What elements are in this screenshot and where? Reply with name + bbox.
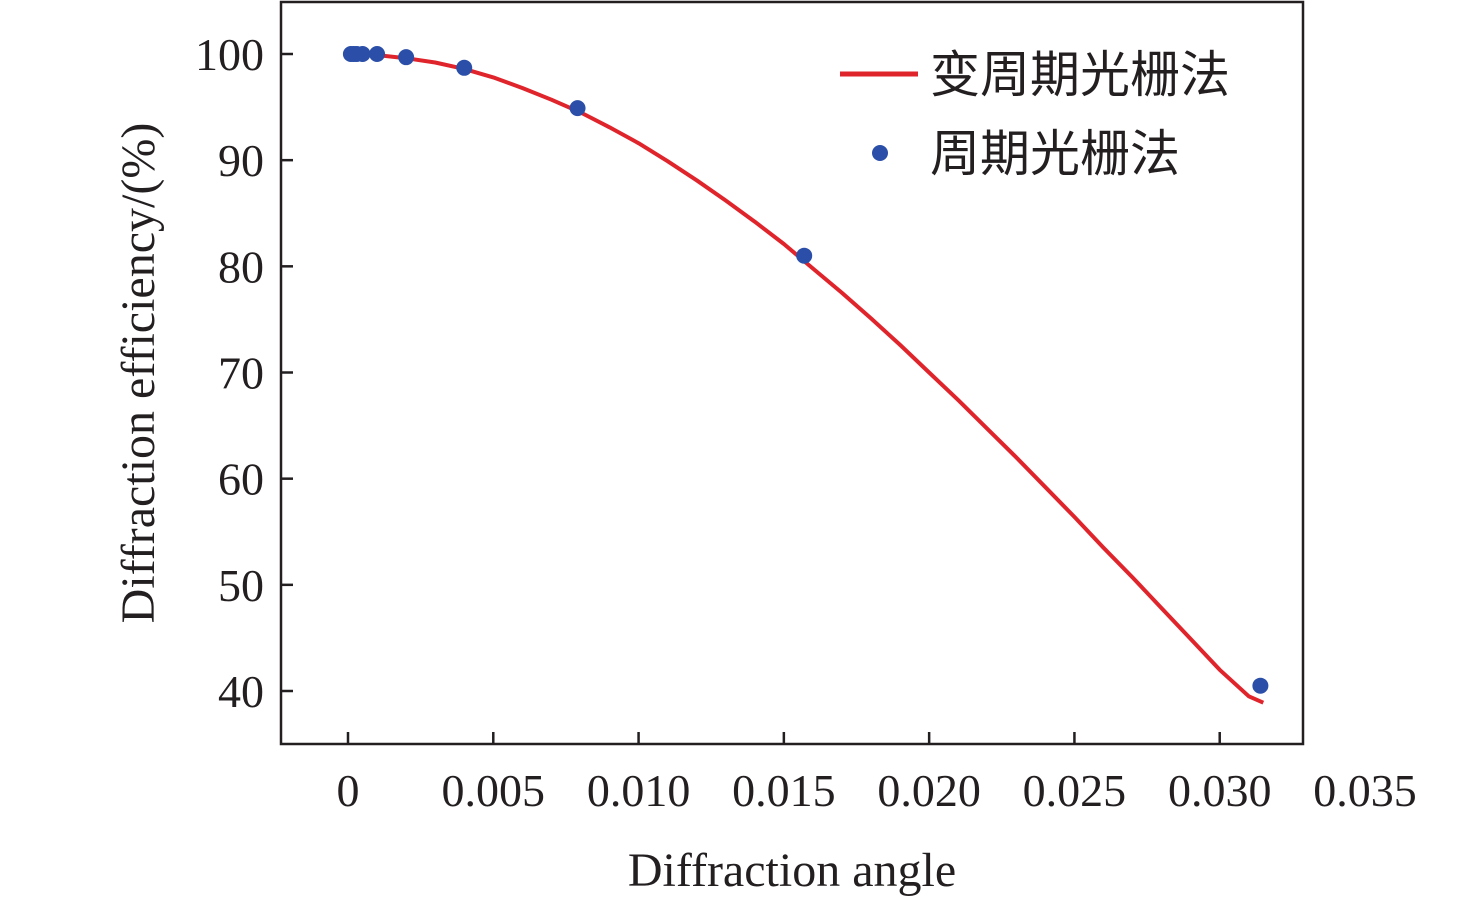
x-tick-label: 0	[337, 765, 360, 816]
x-axis-label: Diffraction angle	[628, 844, 956, 897]
legend-marker-swatch	[872, 145, 888, 161]
y-axis-label: Diffraction efficiency/(%)	[112, 123, 165, 624]
scatter-point	[456, 59, 473, 76]
y-tick-label: 100	[195, 29, 264, 80]
y-axis-ticks: 40 50 60 70 80 90 100	[195, 29, 293, 717]
series-line	[347, 52, 1265, 705]
y-tick-label: 70	[218, 348, 264, 399]
scatter-point	[398, 49, 415, 66]
scatter-point	[796, 247, 813, 264]
x-tick-label: 0.035	[1313, 765, 1417, 816]
x-tick-label: 0.025	[1023, 765, 1127, 816]
legend-label-series-1: 变周期光栅法	[930, 47, 1230, 103]
series-layer	[342, 46, 1269, 705]
plot-frame	[279, 0, 1305, 746]
scatter-point	[569, 100, 586, 117]
scatter-point	[369, 46, 386, 62]
legend: 变周期光栅法 周期光栅法	[840, 47, 1230, 182]
y-tick-label: 40	[218, 666, 264, 717]
y-tick-label: 80	[218, 241, 264, 292]
x-tick-label: 0.005	[442, 765, 546, 816]
x-tick-label: 0.015	[732, 765, 836, 816]
scatter-point	[1252, 677, 1269, 694]
y-tick-label: 90	[218, 135, 264, 186]
y-tick-label: 60	[218, 454, 264, 505]
y-tick-label: 50	[218, 560, 264, 611]
legend-label-series-2: 周期光栅法	[930, 126, 1180, 182]
x-axis-ticks: 0 0.005 0.010 0.015 0.020 0.025 0.030 0.035	[337, 732, 1417, 816]
x-tick-label: 0.030	[1168, 765, 1272, 816]
x-tick-label: 0.020	[877, 765, 981, 816]
x-tick-label: 0.010	[587, 765, 691, 816]
scatter-point	[354, 46, 371, 62]
